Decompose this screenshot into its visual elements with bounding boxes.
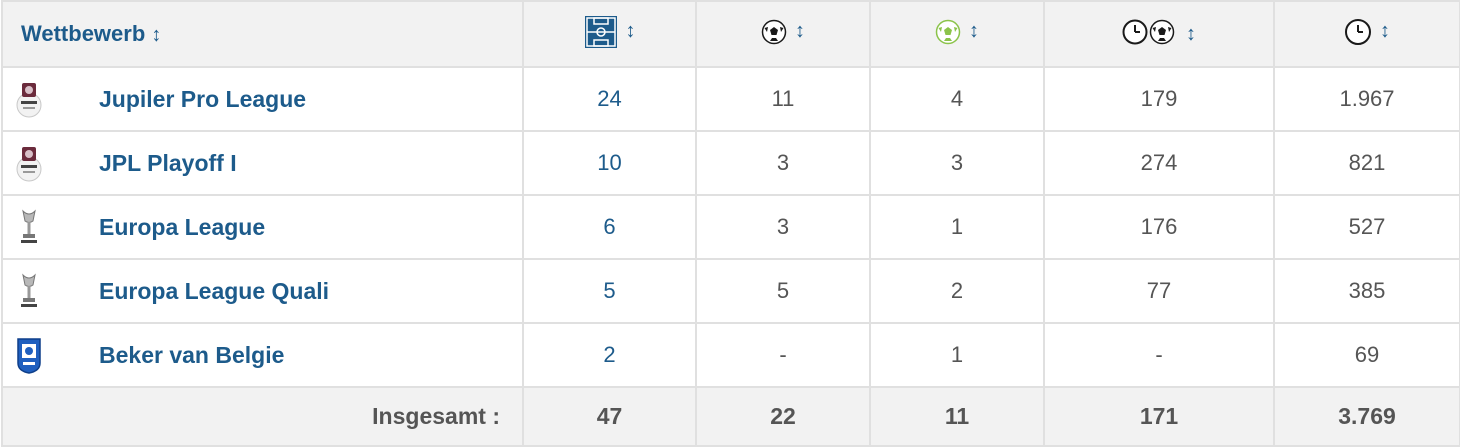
- minutes-value: 69: [1273, 322, 1460, 388]
- total-appearances: 47: [522, 386, 697, 447]
- header-row: Wettbewerb ↕ ↕: [1, 0, 1460, 68]
- appearances-value[interactable]: 2: [522, 322, 697, 388]
- sort-icon[interactable]: ↕: [1186, 22, 1196, 45]
- minutes-per-goal-value: 274: [1043, 130, 1275, 196]
- header-competition[interactable]: Wettbewerb ↕: [1, 0, 524, 68]
- logo-cell: [1, 130, 99, 196]
- europa-league-quali-logo[interactable]: [14, 271, 44, 311]
- beker-van-belgie-logo[interactable]: [14, 335, 44, 375]
- appearances-value[interactable]: 6: [522, 194, 697, 260]
- logo-cell: [1, 322, 99, 388]
- europa-league-logo[interactable]: [14, 207, 44, 247]
- competition-name[interactable]: Europa League Quali: [99, 258, 524, 324]
- header-appearances[interactable]: ↕: [522, 0, 697, 68]
- goals-value: 5: [695, 258, 871, 324]
- header-competition-label[interactable]: Wettbewerb: [21, 21, 146, 46]
- sort-icon[interactable]: ↕: [795, 20, 805, 42]
- total-label: Insgesamt :: [1, 386, 524, 447]
- assists-value: 2: [869, 258, 1045, 324]
- total-minutes-per-goal: 171: [1043, 386, 1275, 447]
- assist-ball-icon: [935, 19, 961, 44]
- table-row: Europa League 6 3 1 176 527: [1, 194, 1460, 260]
- assists-value: 4: [869, 66, 1045, 132]
- goals-value: 11: [695, 66, 871, 132]
- total-assists: 11: [869, 386, 1045, 447]
- minutes-value: 527: [1273, 194, 1460, 260]
- assists-value: 1: [869, 194, 1045, 260]
- assists-value: 1: [869, 322, 1045, 388]
- header-goals[interactable]: ↕: [695, 0, 871, 68]
- header-minutes[interactable]: ↕: [1273, 0, 1460, 68]
- competition-name[interactable]: Europa League: [99, 194, 524, 260]
- total-minutes: 3.769: [1273, 386, 1460, 447]
- minutes-value: 385: [1273, 258, 1460, 324]
- table-row: Jupiler Pro League 24 11 4 179 1.967: [1, 66, 1460, 132]
- appearances-value[interactable]: 10: [522, 130, 697, 196]
- sort-icon[interactable]: ↕: [151, 24, 162, 46]
- minutes-value: 821: [1273, 130, 1460, 196]
- competition-name[interactable]: JPL Playoff I: [99, 130, 524, 196]
- header-minutes-per-goal[interactable]: ↕: [1043, 0, 1275, 68]
- table-row: Europa League Quali 5 5 2 77 385: [1, 258, 1460, 324]
- header-assists[interactable]: ↕: [869, 0, 1045, 68]
- logo-cell: [1, 258, 99, 324]
- logo-cell: [1, 66, 99, 132]
- ball-icon: [761, 19, 787, 44]
- jupiler-pro-league-logo[interactable]: [14, 79, 44, 119]
- goals-value: -: [695, 322, 871, 388]
- goals-value: 3: [695, 194, 871, 260]
- competition-name[interactable]: Jupiler Pro League: [99, 66, 524, 132]
- table-row: Beker van Belgie 2 - 1 - 69: [1, 322, 1460, 388]
- assists-value: 3: [869, 130, 1045, 196]
- logo-cell: [1, 194, 99, 260]
- minutes-per-goal-value: -: [1043, 322, 1275, 388]
- sort-icon[interactable]: ↕: [1380, 20, 1390, 42]
- pitch-icon: [584, 15, 617, 48]
- minutes-per-goal-value: 179: [1043, 66, 1275, 132]
- goals-value: 3: [695, 130, 871, 196]
- sort-icon[interactable]: ↕: [625, 20, 636, 42]
- table-row: JPL Playoff I 10 3 3 274 821: [1, 130, 1460, 196]
- total-goals: 22: [695, 386, 871, 447]
- clock-icon: [1345, 18, 1371, 45]
- sort-icon[interactable]: ↕: [969, 20, 979, 42]
- appearances-value[interactable]: 5: [522, 258, 697, 324]
- clock-ball-icon: [1122, 18, 1178, 51]
- competition-name[interactable]: Beker van Belgie: [99, 322, 524, 388]
- appearances-value[interactable]: 24: [522, 66, 697, 132]
- jpl-playoff-logo[interactable]: [14, 143, 44, 183]
- minutes-per-goal-value: 176: [1043, 194, 1275, 260]
- minutes-value: 1.967: [1273, 66, 1460, 132]
- minutes-per-goal-value: 77: [1043, 258, 1275, 324]
- total-row: Insgesamt : 47 22 11 171 3.769: [1, 386, 1460, 447]
